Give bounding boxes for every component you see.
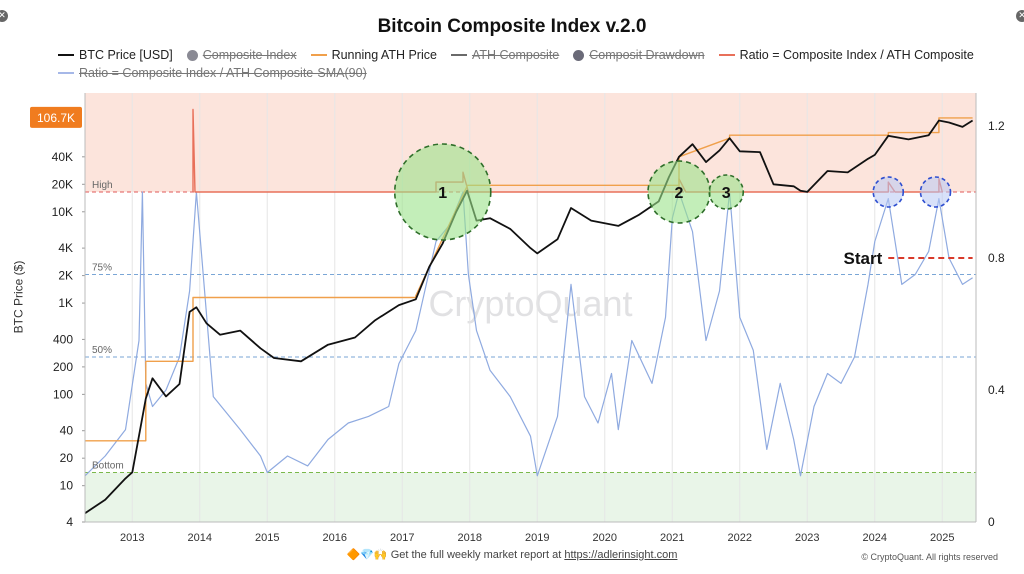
footer-emoji-icons: 🔶💎🙌 [346, 549, 388, 561]
legend-label: Ratio = Composite Index / ATH Composite-… [79, 66, 367, 80]
x-tick-label: 2019 [525, 532, 549, 544]
running-ath-line [85, 117, 973, 442]
legend-item[interactable]: ATH Composite [450, 48, 560, 62]
legend-line-marker [58, 54, 74, 56]
legend-label: BTC Price [USD] [79, 48, 173, 62]
legend-line-marker [718, 54, 735, 56]
legend-label: Ratio = Composite Index / ATH Composite [739, 48, 974, 62]
y-left-tick-label: 4 [66, 515, 73, 529]
y-right-tick-label: 0 [988, 515, 995, 529]
x-tick-label: 2020 [593, 532, 617, 544]
close-icon[interactable]: ✕ [1016, 10, 1024, 22]
price-badge-label: 106.7K [37, 111, 75, 125]
legend-item[interactable]: BTC Price [USD] [58, 48, 173, 62]
chart-title: Bitcoin Composite Index v.2.0 [377, 16, 647, 37]
y-left-tick-label: 400 [53, 332, 73, 346]
legend-label: Composit Drawdown [589, 48, 705, 62]
high-zone [85, 93, 976, 192]
legend-item[interactable]: Composit Drawdown [573, 48, 705, 62]
y-left-tick-label: 20 [60, 451, 74, 465]
y-left-tick-label: 2K [58, 269, 73, 283]
btc-price-line [85, 119, 974, 514]
x-tick-label: 2015 [255, 532, 279, 544]
legend-item[interactable]: Composite Index [186, 48, 297, 62]
x-tick-label: 2025 [930, 532, 954, 544]
x-tick-label: 2021 [660, 532, 684, 544]
y-right-tick-label: 1.2 [988, 119, 1005, 133]
x-tick-label: 2014 [188, 532, 212, 544]
x-tick-label: 2013 [120, 532, 144, 544]
y-left-tick-label: 10 [60, 479, 74, 493]
chart-legend-row-2: Ratio = Composite Index / ATH Composite-… [58, 66, 381, 80]
start-label: Start [844, 249, 883, 268]
y-left-tick-label: 200 [53, 360, 73, 374]
reference-label: 75% [92, 263, 112, 274]
y-left-tick-label: 40K [52, 150, 73, 164]
price-badge [30, 106, 82, 128]
legend-dot-marker [186, 49, 198, 61]
y-left-tick-label: 20K [52, 177, 73, 191]
legend-line-marker [450, 54, 467, 56]
legend-item[interactable]: Ratio = Composite Index / ATH Composite-… [58, 66, 367, 80]
x-tick-label: 2018 [458, 532, 482, 544]
legend-label: ATH Composite [471, 48, 560, 62]
x-tick-label: 2022 [728, 532, 752, 544]
y-right-tick-label: 0.8 [988, 251, 1005, 265]
highlight-circle [708, 174, 745, 210]
legend-label: Running ATH Price [331, 48, 437, 62]
reference-label: 50% [92, 345, 112, 356]
y-right-tick-label: 0.4 [988, 383, 1005, 397]
watermark: CryptoQuant [428, 283, 632, 324]
annotation-label: 3 [722, 185, 731, 202]
chart-legend: BTC Price [USD] Composite Index Running … [58, 48, 988, 62]
y-left-tick-label: 4K [58, 241, 73, 255]
legend-line-marker [58, 72, 74, 74]
annotation-label: 1 [438, 185, 447, 202]
close-icon[interactable]: ✕ [0, 10, 8, 22]
composite-ratio-line [85, 191, 973, 477]
reference-label: Bottom [92, 461, 124, 472]
reference-label: High [92, 180, 113, 191]
annotation-label: 2 [675, 185, 684, 202]
legend-line-marker [310, 54, 327, 56]
y-left-tick-label: 1K [58, 296, 73, 310]
legend-dot-marker [573, 49, 585, 61]
legend-item[interactable]: Running ATH Price [310, 48, 437, 62]
x-tick-label: 2017 [390, 532, 414, 544]
y-left-tick-label: 10K [52, 205, 73, 219]
footer-text: Get the full weekly market report at [390, 549, 562, 561]
legend-item[interactable]: Ratio = Composite Index / ATH Composite [718, 48, 974, 62]
bottom-zone [85, 472, 976, 522]
copyright: © CryptoQuant. All rights reserved [861, 552, 998, 562]
legend-label: Composite Index [202, 48, 297, 62]
footer: 🔶💎🙌 Get the full weekly market report at… [0, 548, 1024, 561]
highlight-circle [919, 176, 952, 208]
highlight-circle [393, 143, 492, 241]
x-tick-label: 2024 [863, 532, 887, 544]
footer-link[interactable]: https://adlerinsight.com [564, 549, 678, 561]
y-left-tick-label: 100 [53, 387, 73, 401]
y-left-tick-label: 40 [60, 424, 74, 438]
x-tick-label: 2016 [323, 532, 347, 544]
x-tick-label: 2023 [795, 532, 819, 544]
highlight-circle [872, 176, 905, 208]
